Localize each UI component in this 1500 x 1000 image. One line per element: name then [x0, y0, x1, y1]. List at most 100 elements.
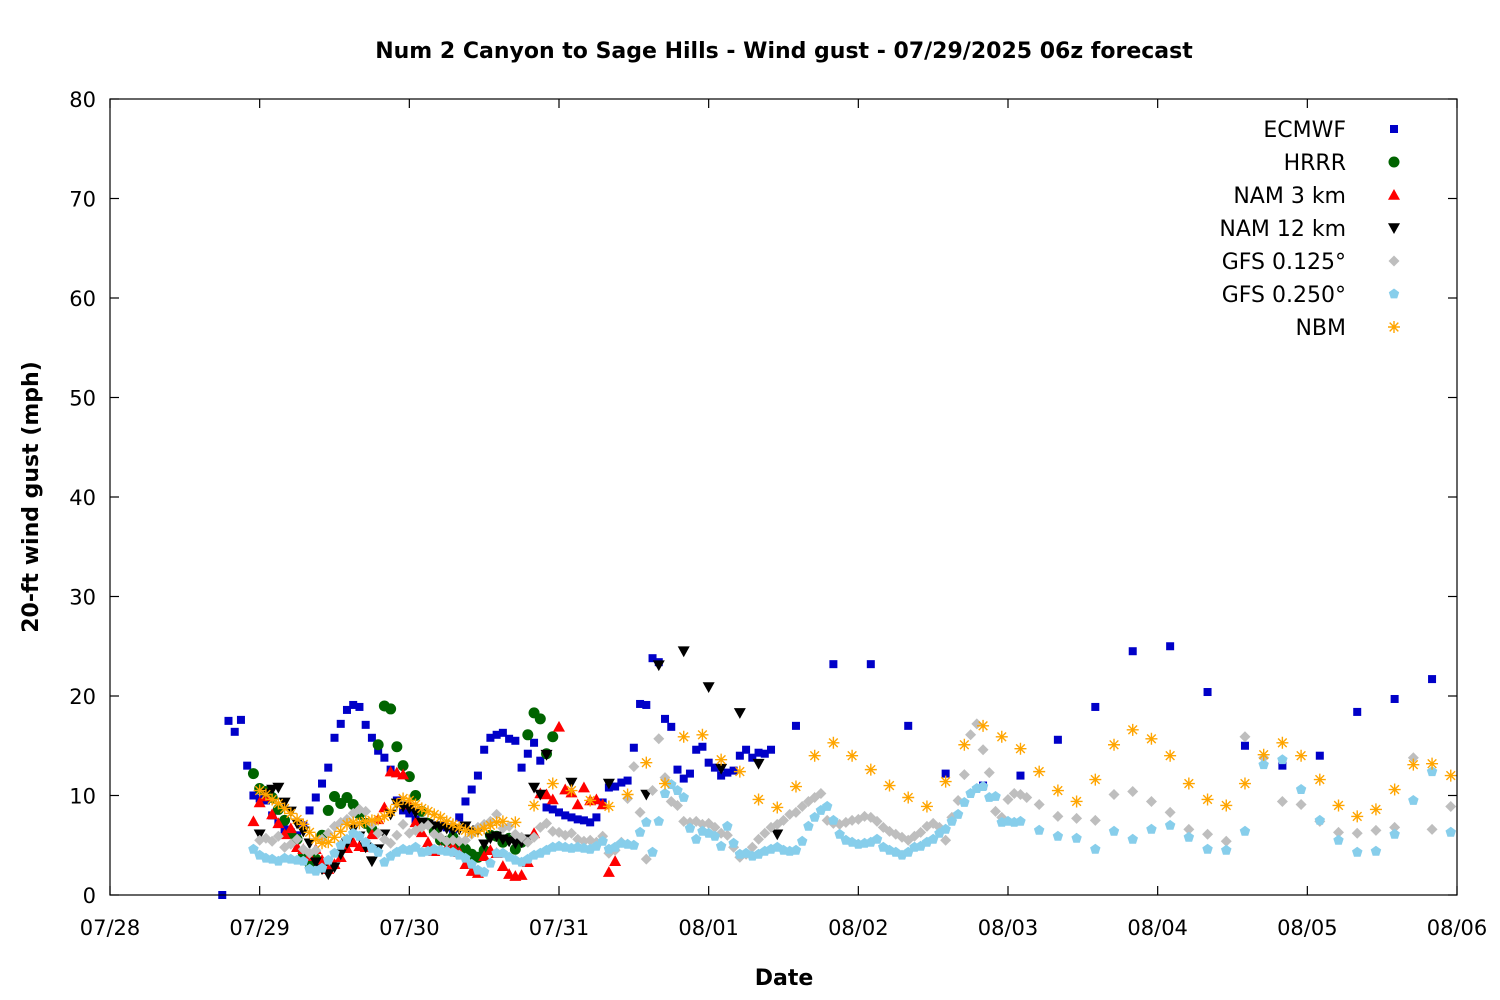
data-point	[322, 836, 335, 849]
data-point	[628, 761, 640, 773]
data-point	[515, 869, 528, 880]
data-point	[1333, 834, 1344, 845]
data-point	[486, 733, 495, 742]
x-tick-label: 08/02	[828, 916, 889, 940]
data-point	[702, 682, 715, 694]
data-point	[378, 810, 391, 823]
data-point	[1278, 761, 1287, 770]
data-point	[883, 779, 896, 792]
data-point	[958, 769, 970, 781]
data-point	[846, 749, 859, 762]
data-point	[534, 789, 547, 801]
data-point	[530, 738, 539, 747]
data-point	[528, 782, 541, 794]
data-point	[303, 838, 316, 850]
data-point	[629, 743, 638, 752]
legend-label: GFS 0.125°	[1222, 250, 1346, 275]
data-point	[1164, 819, 1176, 830]
data-point	[328, 831, 341, 844]
data-point	[748, 753, 757, 762]
data-point	[1388, 783, 1401, 796]
data-point	[390, 798, 403, 811]
data-point	[791, 721, 800, 730]
data-point	[485, 857, 496, 868]
data-point	[829, 660, 838, 669]
data-point	[965, 729, 977, 741]
data-point	[735, 751, 744, 760]
data-point	[648, 654, 657, 663]
data-point	[1053, 735, 1062, 744]
data-point	[555, 808, 563, 817]
data-point	[434, 811, 447, 824]
legend-marker	[1388, 156, 1400, 168]
data-point	[360, 836, 371, 847]
data-point	[336, 719, 345, 728]
data-point	[647, 846, 658, 857]
data-point	[1128, 647, 1137, 656]
data-point	[471, 825, 484, 838]
data-point	[1352, 846, 1363, 857]
data-point	[266, 793, 279, 806]
plot-frame	[109, 98, 1458, 896]
data-point	[1089, 773, 1102, 786]
data-point	[1108, 789, 1120, 801]
data-point	[541, 817, 553, 829]
data-point	[597, 835, 608, 846]
data-point	[359, 815, 372, 828]
data-point	[698, 742, 707, 751]
x-tick-label: 07/30	[379, 916, 440, 940]
data-point	[372, 813, 385, 826]
data-point	[577, 781, 590, 793]
data-point	[349, 700, 358, 709]
data-point	[478, 850, 491, 861]
data-point	[959, 797, 970, 807]
data-point	[1407, 752, 1419, 764]
data-point	[311, 793, 320, 802]
data-point	[397, 792, 410, 805]
data-point	[904, 721, 913, 730]
y-axis-label: 20-ft wind gust (mph)	[19, 361, 44, 633]
data-point	[322, 827, 334, 839]
data-point	[677, 646, 690, 658]
data-point	[1295, 749, 1308, 762]
data-point	[517, 763, 526, 772]
data-point	[729, 766, 738, 775]
data-point	[733, 765, 746, 778]
x-axis-label: Date	[755, 966, 814, 991]
legend-label: NAM 3 km	[1233, 184, 1346, 209]
data-point	[915, 826, 927, 838]
data-point	[303, 826, 316, 839]
data-point	[1426, 766, 1438, 777]
data-point	[1014, 742, 1027, 755]
data-point	[553, 720, 565, 732]
x-tick-label: 08/06	[1427, 916, 1488, 940]
data-point	[709, 821, 721, 833]
x-tick-label: 08/05	[1277, 916, 1338, 940]
data-point	[1021, 791, 1033, 803]
data-point	[1202, 843, 1213, 854]
data-point	[920, 800, 933, 813]
data-point	[391, 741, 403, 753]
data-point	[636, 699, 645, 708]
data-point	[410, 841, 421, 852]
data-point	[653, 815, 664, 826]
data-point	[565, 777, 578, 789]
data-point	[617, 778, 626, 787]
data-point	[671, 799, 683, 811]
data-point	[318, 779, 327, 788]
data-point	[1239, 825, 1251, 836]
data-point	[266, 808, 279, 820]
data-point	[305, 806, 314, 815]
data-point	[1146, 823, 1157, 834]
data-point	[941, 769, 950, 778]
data-point	[253, 784, 266, 797]
data-point	[324, 763, 333, 772]
data-point	[409, 807, 422, 819]
data-point	[478, 866, 490, 877]
data-point	[410, 790, 422, 801]
data-point	[640, 756, 653, 769]
y-tick-label: 50	[69, 387, 96, 411]
data-point	[586, 818, 595, 827]
data-point	[347, 816, 360, 829]
data-point	[1353, 707, 1362, 716]
